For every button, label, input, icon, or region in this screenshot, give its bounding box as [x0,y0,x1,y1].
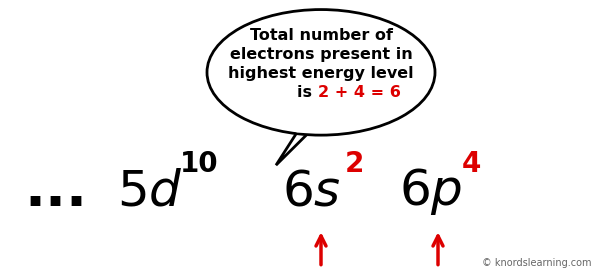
Text: $\mathit{5d}$: $\mathit{5d}$ [117,167,183,215]
Text: 2: 2 [345,150,364,178]
Polygon shape [294,131,312,132]
Text: 2 + 4 = 6: 2 + 4 = 6 [318,85,401,100]
Text: ...: ... [24,164,87,218]
Text: © knordslearning.com: © knordslearning.com [482,257,591,268]
Text: is: is [298,85,318,100]
Ellipse shape [207,10,435,135]
Text: $\mathit{6p}$: $\mathit{6p}$ [399,166,462,216]
Text: Total number of: Total number of [250,28,392,43]
Text: $\mathit{6s}$: $\mathit{6s}$ [282,167,341,215]
Text: 4: 4 [462,150,481,178]
Polygon shape [276,132,309,165]
Text: highest energy level: highest energy level [228,66,414,81]
Text: 10: 10 [180,150,218,178]
Text: electrons present in: electrons present in [230,47,412,62]
